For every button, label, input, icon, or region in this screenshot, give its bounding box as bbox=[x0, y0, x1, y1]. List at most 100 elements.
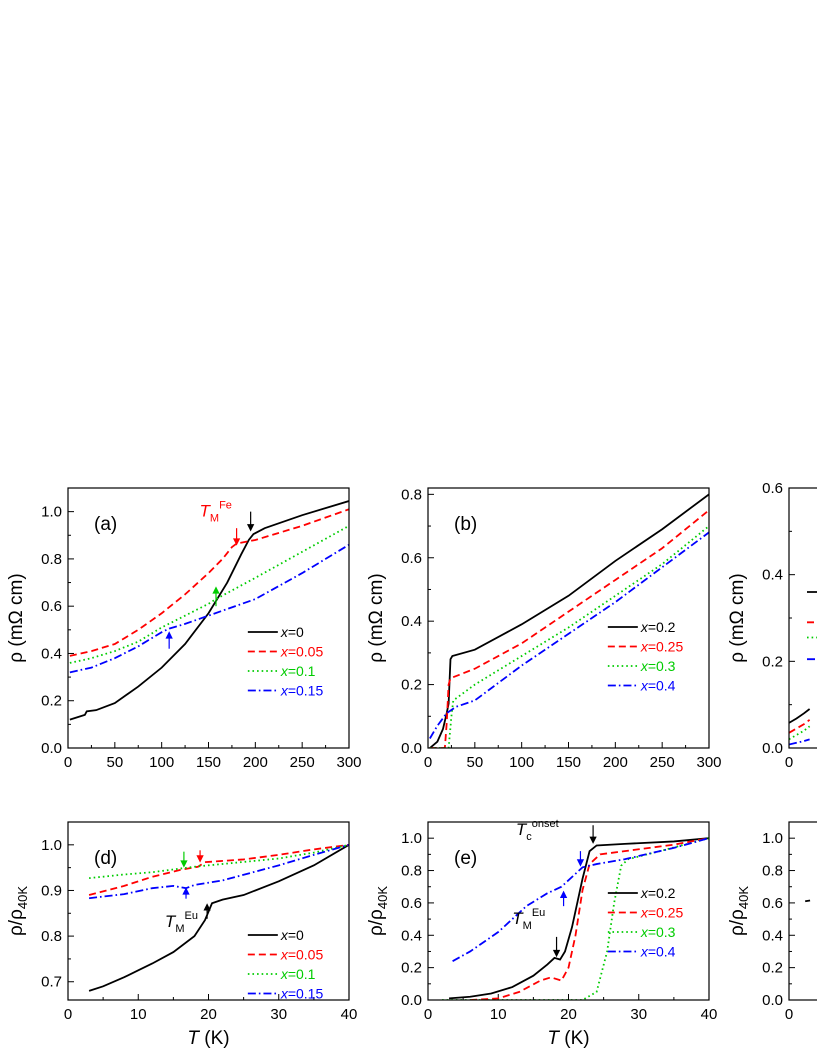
x-tick-label: 300 bbox=[336, 754, 361, 771]
legend-label: x=0 bbox=[280, 624, 304, 640]
y-tick-label: 0.0 bbox=[401, 740, 422, 757]
annotation-arrow bbox=[165, 631, 173, 649]
panel-label: (b) bbox=[454, 514, 477, 535]
y-tick-label: 0.6 bbox=[41, 598, 62, 615]
arrow-head bbox=[182, 887, 190, 895]
annotation-label: TMFe bbox=[200, 499, 232, 524]
y-tick-label: 0.8 bbox=[41, 551, 62, 568]
y-tick-label: 0.2 bbox=[762, 653, 783, 670]
panel-label: (a) bbox=[94, 514, 117, 535]
y-tick-label: 0.2 bbox=[401, 960, 422, 977]
arrow-head bbox=[203, 903, 211, 911]
legend-label: x=0.25 bbox=[640, 639, 684, 655]
y-tick-label: 0.6 bbox=[401, 550, 422, 567]
series-line-c3 bbox=[789, 725, 811, 741]
panel-label: (e) bbox=[454, 848, 477, 869]
annotation-arrow bbox=[589, 825, 597, 844]
x-tick-label: 20 bbox=[200, 1006, 217, 1023]
series-line-x0.4 bbox=[429, 531, 709, 739]
y-tick-label: 0.4 bbox=[762, 567, 783, 584]
x-tick-label: 250 bbox=[650, 754, 675, 771]
arrow-head bbox=[180, 860, 188, 868]
series-line-x0 bbox=[88, 844, 349, 992]
y-tick-label: 0.6 bbox=[762, 480, 783, 497]
legend-label: x=0.4 bbox=[640, 678, 676, 694]
plot-frame bbox=[67, 821, 350, 1001]
x-tick-label: 100 bbox=[149, 754, 174, 771]
y-axis-label: ρ/ρ40K bbox=[366, 886, 390, 936]
series-line-x0.25 bbox=[470, 837, 709, 1000]
arrow-head bbox=[247, 524, 255, 532]
x-tick-label: 20 bbox=[560, 1006, 577, 1023]
series-line-x0.4 bbox=[452, 837, 709, 962]
y-tick-label: 1.0 bbox=[762, 830, 783, 847]
series-line-x0.2 bbox=[449, 837, 709, 1000]
annotation-arrow bbox=[552, 936, 561, 958]
x-tick-label: 250 bbox=[290, 754, 315, 771]
x-tick-label: 30 bbox=[630, 1006, 647, 1023]
series-line-x0.15 bbox=[88, 843, 349, 900]
annotation-arrow bbox=[212, 586, 220, 607]
panel-b: 0 50 100 150 200 250 300 0.0 0.2 0.4 0.6 0.8 (b) ρ (m… bbox=[366, 486, 722, 771]
y-tick-label: 0.0 bbox=[762, 740, 783, 757]
legend-label: x=0.2 bbox=[640, 885, 676, 901]
x-tick-label: 0 bbox=[424, 754, 432, 771]
panel-d: 0 10 20 30 40 0.7 0.8 0.9 1.0 (d) ρ/ρ40K T (K) x=0 x=… bbox=[6, 821, 358, 1049]
x-tick-label: 150 bbox=[556, 754, 581, 771]
y-tick-label: 0.6 bbox=[762, 895, 783, 912]
y-tick-label: 0.4 bbox=[401, 927, 422, 944]
annotation-arrow bbox=[247, 511, 255, 532]
panel-label: (d) bbox=[94, 848, 117, 869]
legend-label: x=0 bbox=[280, 927, 304, 943]
annotation-arrow bbox=[196, 850, 204, 863]
y-tick-label: 0.7 bbox=[41, 974, 62, 991]
y-axis-label: ρ/ρ40K bbox=[6, 886, 30, 936]
legend-label: x=0.05 bbox=[280, 644, 324, 660]
series-line-c1 bbox=[789, 708, 811, 724]
y-tick-label: 0.4 bbox=[401, 613, 422, 630]
annotation-label: Tconset bbox=[516, 818, 559, 843]
series-line-x0.05 bbox=[88, 843, 349, 896]
legend-label: x=0.3 bbox=[640, 658, 676, 674]
arrow-head bbox=[552, 949, 561, 958]
x-tick-label: 40 bbox=[341, 1006, 358, 1023]
arrow-head bbox=[589, 836, 597, 844]
series-line-x0.25 bbox=[429, 509, 709, 748]
x-tick-label: 30 bbox=[270, 1006, 287, 1023]
x-tick-label: 0 bbox=[785, 1006, 793, 1023]
legend-label: x=0.15 bbox=[280, 986, 324, 1002]
annotation-arrow bbox=[559, 890, 568, 907]
annotation-arrow bbox=[576, 851, 585, 867]
arrow-head bbox=[165, 631, 173, 639]
y-tick-label: 0.6 bbox=[401, 895, 422, 912]
y-tick-label: 0.2 bbox=[762, 960, 783, 977]
y-tick-label: 0.0 bbox=[41, 740, 62, 757]
y-tick-label: 0.4 bbox=[41, 645, 62, 662]
x-tick-label: 50 bbox=[106, 754, 123, 771]
y-tick-label: 1.0 bbox=[401, 830, 422, 847]
panel-a: 0 50 100 150 200 250 300 0.0 0.2 0.4 0.6 0.8 1.0 (a) ρ… bbox=[6, 487, 362, 771]
y-tick-label: 0.0 bbox=[762, 992, 783, 1009]
series-line-f1 bbox=[805, 899, 811, 903]
y-tick-label: 0.2 bbox=[41, 693, 62, 710]
y-tick-label: 0.8 bbox=[41, 928, 62, 945]
y-tick-label: 1.0 bbox=[41, 504, 62, 521]
x-tick-label: 10 bbox=[130, 1006, 147, 1023]
legend-label: x=0.3 bbox=[640, 924, 676, 940]
arrow-head bbox=[196, 855, 204, 863]
arrow-head bbox=[232, 538, 241, 546]
legend-label: x=0.25 bbox=[640, 905, 684, 921]
series-line-x0.3 bbox=[429, 525, 709, 748]
y-tick-label: 1.0 bbox=[41, 837, 62, 854]
legend-label: x=0.05 bbox=[280, 947, 324, 963]
series-line-c4 bbox=[789, 738, 810, 746]
y-axis-label: ρ (mΩ cm) bbox=[6, 573, 27, 662]
x-tick-label: 0 bbox=[64, 754, 72, 771]
series-line-x0.05 bbox=[69, 508, 349, 657]
plot-frame bbox=[427, 487, 710, 749]
arrow-head bbox=[212, 586, 220, 594]
x-tick-label: 40 bbox=[701, 1006, 718, 1023]
legend-label: x=0.15 bbox=[280, 683, 324, 699]
y-tick-label: 0.2 bbox=[401, 677, 422, 694]
